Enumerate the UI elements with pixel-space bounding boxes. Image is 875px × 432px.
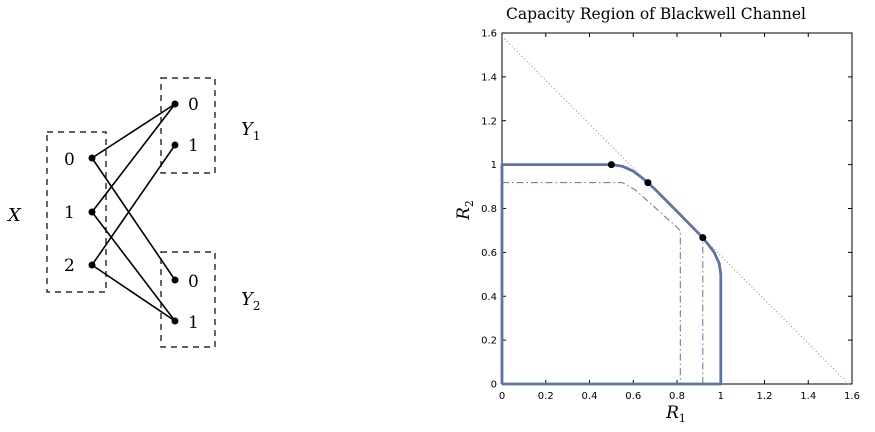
output-label-y1: Y1 bbox=[241, 119, 261, 143]
plot-frame bbox=[501, 32, 853, 385]
y-tick-label: 0 bbox=[491, 380, 497, 391]
input-node-2 bbox=[88, 261, 96, 269]
x-tick-label: 1.2 bbox=[757, 391, 773, 402]
edge-y2-0 bbox=[91, 157, 176, 281]
channel-edges bbox=[91, 103, 176, 322]
x-tick-label: 0 bbox=[499, 391, 505, 402]
x-tick-label: 0.4 bbox=[582, 391, 598, 402]
channel-diagram: X 0 1 2 0 1 0 1 Y1 Y2 bbox=[6, 77, 261, 348]
input-symbol-1: 1 bbox=[64, 203, 75, 223]
input-symbol-0: 0 bbox=[64, 150, 75, 170]
capacity-region-boundary bbox=[500, 163, 723, 386]
edge-y1-2 bbox=[91, 144, 176, 266]
input-node-1 bbox=[88, 208, 96, 216]
edge-y2-2 bbox=[91, 264, 176, 322]
output-box-y2 bbox=[160, 251, 216, 348]
x-tick-label: 1 bbox=[718, 391, 724, 402]
edge-y1-0 bbox=[91, 103, 176, 159]
input-symbol-2: 2 bbox=[64, 256, 75, 276]
y-tick-label: 0.6 bbox=[481, 248, 497, 259]
y-axis-label: R2 bbox=[454, 200, 476, 221]
output-label-y2: Y2 bbox=[241, 289, 261, 313]
edge-y2-1 bbox=[91, 211, 176, 322]
chart-series bbox=[500, 35, 850, 386]
inner-bound-line-1 bbox=[502, 182, 681, 384]
corner-point-0 bbox=[607, 161, 615, 169]
axis-ticks: 0 0.2 0.4 0.6 0.8 1 1.2 1.4 1.6 0 0.2 0.4 0.6 0.8 1 1.2… bbox=[481, 29, 860, 403]
input-box bbox=[46, 131, 107, 293]
chart-title: Capacity Region of Blackwell Channel bbox=[506, 5, 806, 23]
edge-y1-1 bbox=[91, 103, 176, 213]
y-tick-label: 1.4 bbox=[481, 72, 497, 83]
input-node-0 bbox=[88, 154, 96, 162]
y-tick-label: 1.2 bbox=[481, 116, 497, 127]
sum-rate-line bbox=[501, 35, 850, 385]
y-tick-label: 1 bbox=[491, 160, 497, 171]
output-box-y1 bbox=[160, 77, 216, 174]
y2-symbol-0: 0 bbox=[188, 272, 199, 292]
x-axis-label: R1 bbox=[665, 403, 686, 425]
y1-symbol-1: 1 bbox=[188, 136, 199, 156]
chart-markers bbox=[607, 161, 707, 242]
x-tick-label: 0.2 bbox=[538, 391, 554, 402]
y-tick-label: 0.2 bbox=[481, 336, 497, 347]
x-tick-label: 0.8 bbox=[669, 391, 685, 402]
y1-node-0 bbox=[171, 100, 179, 108]
y-tick-label: 0.4 bbox=[481, 292, 497, 303]
corner-point-2 bbox=[699, 234, 707, 242]
corner-point-1 bbox=[644, 179, 652, 187]
y2-symbol-1: 1 bbox=[188, 313, 199, 333]
x-tick-label: 1.4 bbox=[800, 391, 816, 402]
x-tick-label: 1.6 bbox=[844, 391, 860, 402]
x-tick-label: 0.6 bbox=[625, 391, 641, 402]
y2-node-1 bbox=[171, 317, 179, 325]
y1-node-1 bbox=[171, 141, 179, 149]
y-tick-label: 1.6 bbox=[481, 29, 497, 40]
inner-bound-line-2 bbox=[647, 182, 704, 384]
y1-symbol-0: 0 bbox=[188, 95, 199, 115]
y2-node-0 bbox=[171, 276, 179, 284]
y-tick-label: 0.8 bbox=[481, 204, 497, 215]
input-label: X bbox=[6, 205, 22, 226]
